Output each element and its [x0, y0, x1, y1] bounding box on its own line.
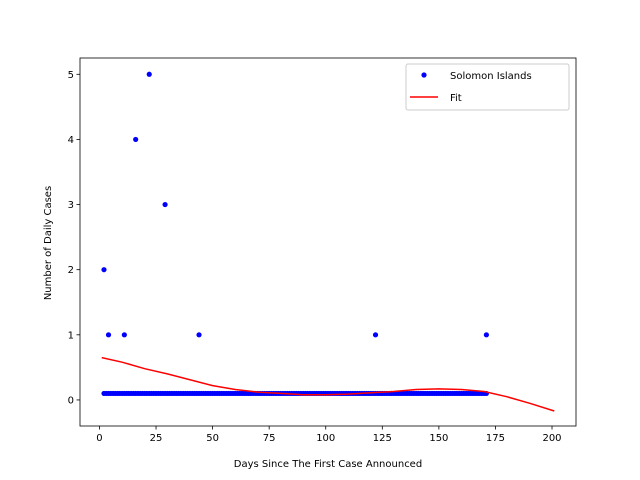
y-tick-label: 0: [68, 395, 74, 406]
data-point: [372, 332, 379, 338]
x-axis: 0 25 50 75 100 125 150 175 200: [96, 426, 562, 444]
axes-frame: [79, 57, 577, 427]
y-tick-label: 1: [68, 330, 74, 341]
x-tick-label: 0: [96, 433, 102, 444]
data-point: [146, 71, 152, 77]
legend: Solomon Islands Fit: [405, 63, 570, 111]
legend-label-fit: Fit: [450, 93, 462, 104]
x-tick-label: 150: [429, 433, 448, 444]
data-point: [101, 267, 107, 273]
y-tick-label: 4: [68, 135, 74, 146]
x-axis-label: Days Since The First Case Announced: [234, 459, 422, 470]
legend-marker-points: [421, 72, 427, 78]
x-tick-label: 25: [150, 433, 163, 444]
x-tick-label: 75: [263, 433, 276, 444]
data-point: [196, 332, 202, 338]
data-point: [133, 136, 139, 143]
plot-area: [79, 57, 577, 427]
legend-box: [405, 63, 570, 111]
x-tick-label: 125: [373, 433, 392, 444]
y-axis-label: Number of Daily Cases: [43, 186, 54, 300]
data-point: [121, 332, 127, 338]
x-tick-label: 100: [316, 433, 335, 444]
y-tick-label: 5: [68, 70, 74, 81]
data-point: [105, 332, 112, 338]
legend-label-points: Solomon Islands: [450, 71, 532, 82]
x-tick-label: 175: [486, 433, 505, 444]
x-tick-label: 50: [206, 433, 219, 444]
x-tick-label: 200: [542, 433, 561, 444]
y-axis: 0 1 2 3 4 5: [68, 70, 80, 406]
data-point: [483, 332, 489, 338]
y-tick-label: 3: [68, 200, 74, 211]
fit-line: [101, 356, 555, 412]
y-tick-label: 2: [68, 265, 74, 276]
data-point: [162, 201, 168, 208]
